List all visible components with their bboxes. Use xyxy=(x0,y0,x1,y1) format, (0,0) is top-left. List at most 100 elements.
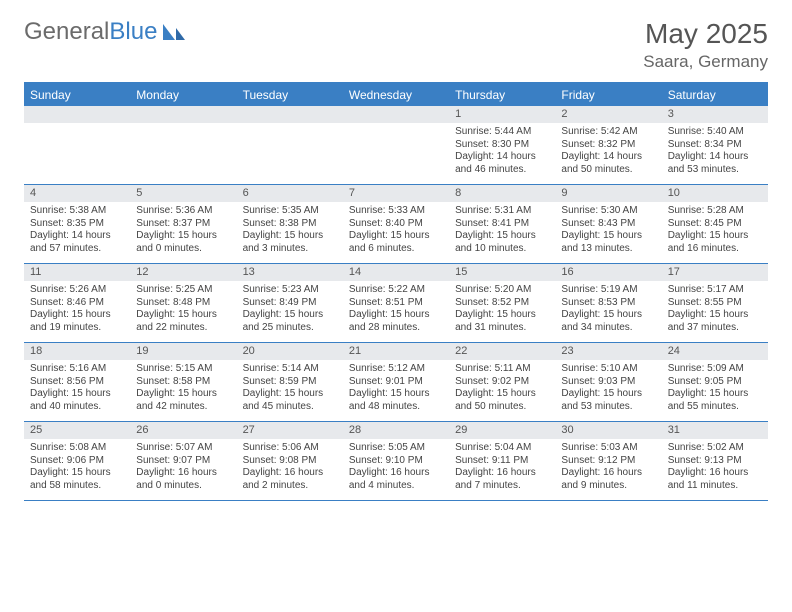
day-line: Sunrise: 5:11 AM xyxy=(455,363,549,376)
day-body: Sunrise: 5:19 AMSunset: 8:53 PMDaylight:… xyxy=(555,281,661,338)
month-title: May 2025 xyxy=(643,18,768,50)
day-cell: 9Sunrise: 5:30 AMSunset: 8:43 PMDaylight… xyxy=(555,185,661,263)
day-body: Sunrise: 5:07 AMSunset: 9:07 PMDaylight:… xyxy=(130,439,236,496)
day-line: and 57 minutes. xyxy=(30,243,124,256)
day-body: Sunrise: 5:20 AMSunset: 8:52 PMDaylight:… xyxy=(449,281,555,338)
day-line: Sunrise: 5:44 AM xyxy=(455,126,549,139)
day-cell: 20Sunrise: 5:14 AMSunset: 8:59 PMDayligh… xyxy=(237,343,343,421)
day-line: Sunset: 8:38 PM xyxy=(243,218,337,231)
day-cell: 8Sunrise: 5:31 AMSunset: 8:41 PMDaylight… xyxy=(449,185,555,263)
day-line: and 37 minutes. xyxy=(668,322,762,335)
day-body: Sunrise: 5:28 AMSunset: 8:45 PMDaylight:… xyxy=(662,202,768,259)
day-line: Daylight: 15 hours xyxy=(243,388,337,401)
day-line: and 50 minutes. xyxy=(561,164,655,177)
day-line: Sunset: 9:03 PM xyxy=(561,376,655,389)
week-row: 4Sunrise: 5:38 AMSunset: 8:35 PMDaylight… xyxy=(24,185,768,264)
day-body: Sunrise: 5:08 AMSunset: 9:06 PMDaylight:… xyxy=(24,439,130,496)
day-body: Sunrise: 5:44 AMSunset: 8:30 PMDaylight:… xyxy=(449,123,555,180)
day-cell xyxy=(343,106,449,184)
day-line: Sunrise: 5:36 AM xyxy=(136,205,230,218)
weekday-header: Wednesday xyxy=(343,84,449,106)
location-label: Saara, Germany xyxy=(643,52,768,72)
day-number: 26 xyxy=(130,422,236,439)
day-line: Daylight: 16 hours xyxy=(561,467,655,480)
day-cell: 15Sunrise: 5:20 AMSunset: 8:52 PMDayligh… xyxy=(449,264,555,342)
day-cell: 28Sunrise: 5:05 AMSunset: 9:10 PMDayligh… xyxy=(343,422,449,500)
day-line: Daylight: 14 hours xyxy=(668,151,762,164)
day-line: Sunrise: 5:22 AM xyxy=(349,284,443,297)
day-line: Sunrise: 5:30 AM xyxy=(561,205,655,218)
day-cell: 4Sunrise: 5:38 AMSunset: 8:35 PMDaylight… xyxy=(24,185,130,263)
day-cell: 21Sunrise: 5:12 AMSunset: 9:01 PMDayligh… xyxy=(343,343,449,421)
day-line: Daylight: 15 hours xyxy=(30,309,124,322)
day-line: and 50 minutes. xyxy=(455,401,549,414)
day-cell: 22Sunrise: 5:11 AMSunset: 9:02 PMDayligh… xyxy=(449,343,555,421)
day-number xyxy=(130,106,236,123)
day-line: Sunset: 9:11 PM xyxy=(455,455,549,468)
day-line: Daylight: 14 hours xyxy=(30,230,124,243)
day-cell: 29Sunrise: 5:04 AMSunset: 9:11 PMDayligh… xyxy=(449,422,555,500)
day-line: and 25 minutes. xyxy=(243,322,337,335)
calendar-page: GeneralBlue May 2025 Saara, Germany Sund… xyxy=(0,0,792,519)
day-cell: 12Sunrise: 5:25 AMSunset: 8:48 PMDayligh… xyxy=(130,264,236,342)
day-line: Sunset: 8:59 PM xyxy=(243,376,337,389)
day-line: Daylight: 15 hours xyxy=(136,230,230,243)
day-line: and 13 minutes. xyxy=(561,243,655,256)
day-number: 6 xyxy=(237,185,343,202)
day-body: Sunrise: 5:12 AMSunset: 9:01 PMDaylight:… xyxy=(343,360,449,417)
day-number: 18 xyxy=(24,343,130,360)
day-body: Sunrise: 5:30 AMSunset: 8:43 PMDaylight:… xyxy=(555,202,661,259)
day-body: Sunrise: 5:38 AMSunset: 8:35 PMDaylight:… xyxy=(24,202,130,259)
day-cell: 26Sunrise: 5:07 AMSunset: 9:07 PMDayligh… xyxy=(130,422,236,500)
day-body: Sunrise: 5:05 AMSunset: 9:10 PMDaylight:… xyxy=(343,439,449,496)
day-line: Sunrise: 5:31 AM xyxy=(455,205,549,218)
day-line: Daylight: 15 hours xyxy=(136,388,230,401)
day-line: Sunset: 8:45 PM xyxy=(668,218,762,231)
day-line: Sunset: 8:52 PM xyxy=(455,297,549,310)
day-line: Sunset: 9:06 PM xyxy=(30,455,124,468)
day-line: and 28 minutes. xyxy=(349,322,443,335)
day-line: Sunset: 9:07 PM xyxy=(136,455,230,468)
day-line: and 53 minutes. xyxy=(668,164,762,177)
day-number xyxy=(343,106,449,123)
day-number xyxy=(237,106,343,123)
day-line: Sunrise: 5:42 AM xyxy=(561,126,655,139)
day-body: Sunrise: 5:16 AMSunset: 8:56 PMDaylight:… xyxy=(24,360,130,417)
day-line: Sunset: 9:13 PM xyxy=(668,455,762,468)
day-line: Daylight: 15 hours xyxy=(349,230,443,243)
day-number: 11 xyxy=(24,264,130,281)
day-line: Daylight: 14 hours xyxy=(455,151,549,164)
day-cell: 6Sunrise: 5:35 AMSunset: 8:38 PMDaylight… xyxy=(237,185,343,263)
day-number: 21 xyxy=(343,343,449,360)
day-number: 3 xyxy=(662,106,768,123)
day-cell: 30Sunrise: 5:03 AMSunset: 9:12 PMDayligh… xyxy=(555,422,661,500)
weekday-header: Saturday xyxy=(662,84,768,106)
calendar-grid: SundayMondayTuesdayWednesdayThursdayFrid… xyxy=(24,82,768,501)
day-line: Sunrise: 5:15 AM xyxy=(136,363,230,376)
day-line: Sunset: 9:05 PM xyxy=(668,376,762,389)
day-number: 9 xyxy=(555,185,661,202)
day-line: and 45 minutes. xyxy=(243,401,337,414)
day-line: and 7 minutes. xyxy=(455,480,549,493)
day-number: 29 xyxy=(449,422,555,439)
day-line: and 58 minutes. xyxy=(30,480,124,493)
day-body: Sunrise: 5:35 AMSunset: 8:38 PMDaylight:… xyxy=(237,202,343,259)
day-line: Sunrise: 5:20 AM xyxy=(455,284,549,297)
day-body: Sunrise: 5:06 AMSunset: 9:08 PMDaylight:… xyxy=(237,439,343,496)
day-cell: 23Sunrise: 5:10 AMSunset: 9:03 PMDayligh… xyxy=(555,343,661,421)
day-number: 2 xyxy=(555,106,661,123)
day-cell: 19Sunrise: 5:15 AMSunset: 8:58 PMDayligh… xyxy=(130,343,236,421)
day-body: Sunrise: 5:33 AMSunset: 8:40 PMDaylight:… xyxy=(343,202,449,259)
day-body xyxy=(237,123,343,179)
day-line: Sunset: 8:56 PM xyxy=(30,376,124,389)
day-line: Daylight: 15 hours xyxy=(561,388,655,401)
day-line: Daylight: 16 hours xyxy=(243,467,337,480)
day-line: Daylight: 15 hours xyxy=(243,309,337,322)
day-line: and 55 minutes. xyxy=(668,401,762,414)
day-line: Sunset: 8:58 PM xyxy=(136,376,230,389)
day-line: Sunrise: 5:17 AM xyxy=(668,284,762,297)
day-line: Daylight: 15 hours xyxy=(455,388,549,401)
day-body: Sunrise: 5:25 AMSunset: 8:48 PMDaylight:… xyxy=(130,281,236,338)
day-line: Sunrise: 5:14 AM xyxy=(243,363,337,376)
day-line: Sunset: 9:01 PM xyxy=(349,376,443,389)
